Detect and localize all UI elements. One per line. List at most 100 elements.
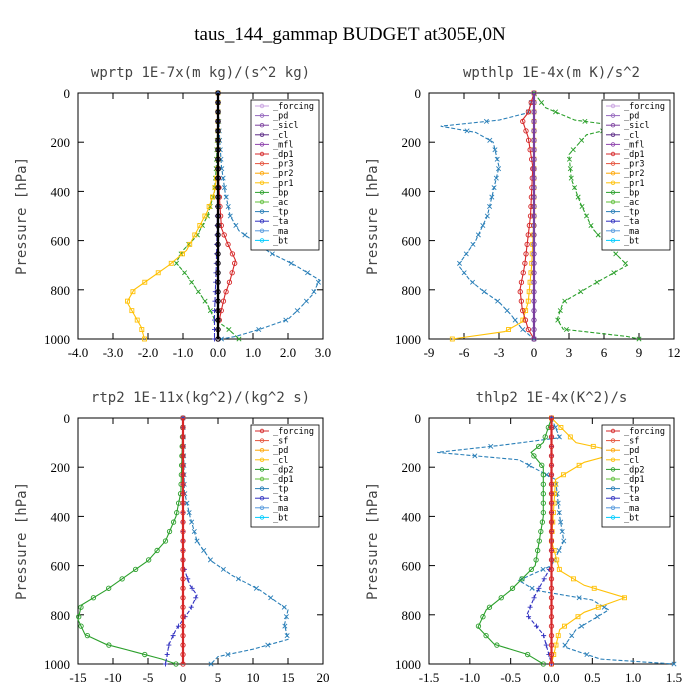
y-axis-label: Pressure [hPa]: [365, 482, 381, 600]
data-point: [671, 661, 677, 667]
data-point: [512, 317, 518, 323]
legend-marker: [610, 476, 616, 482]
x-tick-label: -10: [104, 670, 121, 685]
data-point: [215, 128, 221, 134]
data-point: [548, 509, 555, 516]
data-point: [493, 175, 499, 181]
data-point: [560, 472, 566, 478]
data-point: [185, 576, 191, 582]
data-point: [495, 298, 501, 304]
data-point: [529, 585, 535, 591]
data-point: [567, 434, 573, 440]
legend-marker: [610, 161, 616, 166]
y-tick-label: 0: [64, 411, 71, 426]
legend-label: _forcing: [624, 102, 665, 112]
data-point: [488, 443, 494, 449]
data-point: [531, 336, 537, 342]
data-point: [526, 614, 532, 620]
data-point: [76, 614, 82, 620]
data-point: [520, 317, 526, 323]
data-point: [294, 308, 300, 314]
legend-marker: [610, 113, 616, 118]
data-point: [189, 519, 195, 525]
legend-label: _dp1: [624, 150, 644, 160]
data-point: [542, 434, 548, 440]
legend-label: _dp2: [273, 465, 293, 475]
data-point: [543, 642, 549, 648]
data-point: [180, 491, 186, 497]
legend-label: _bt: [273, 236, 288, 246]
data-point: [483, 118, 489, 124]
data-point: [525, 232, 531, 238]
data-point: [305, 270, 311, 276]
data-point: [180, 557, 186, 563]
data-point: [531, 109, 537, 115]
data-point: [180, 623, 186, 629]
legend-marker: [610, 238, 616, 243]
data-point: [449, 336, 455, 342]
data-point: [556, 547, 562, 553]
legend-marker: [259, 476, 265, 482]
y-tick-label: 400: [402, 184, 422, 199]
y-tick-label: 1000: [44, 657, 70, 672]
data-point: [562, 298, 568, 304]
y-tick-label: 200: [402, 135, 422, 150]
x-tick-label: -9: [424, 345, 435, 360]
data-point: [489, 194, 495, 200]
data-point: [568, 175, 574, 181]
legend-marker: [610, 180, 616, 185]
y-tick-label: 800: [51, 608, 71, 623]
legend-marker: [610, 228, 616, 233]
data-point: [531, 326, 537, 333]
data-point: [622, 260, 628, 266]
legend-marker: [610, 515, 616, 520]
data-point: [180, 434, 186, 440]
data-point: [470, 241, 476, 247]
data-point: [526, 289, 532, 295]
data-point: [215, 307, 221, 314]
legend-label: _ma: [624, 504, 639, 514]
data-point: [494, 642, 500, 648]
legend-marker: [610, 428, 616, 434]
data-point: [180, 566, 186, 573]
y-tick-label: 400: [51, 184, 71, 199]
data-point: [636, 336, 642, 342]
data-point: [215, 175, 221, 181]
data-point: [215, 241, 221, 248]
data-point: [202, 298, 208, 304]
x-tick-label: 6: [601, 345, 608, 360]
x-tick-label: -1.0: [173, 345, 194, 360]
data-point: [533, 557, 539, 563]
data-point: [225, 204, 231, 210]
data-point: [531, 222, 537, 229]
data-point: [192, 232, 198, 238]
y-tick-label: 800: [402, 608, 422, 623]
legend-marker: [259, 132, 265, 137]
data-point: [180, 424, 186, 431]
legend-label: _ac: [273, 198, 288, 208]
data-point: [569, 633, 575, 639]
data-point: [520, 118, 526, 125]
data-point: [166, 642, 172, 648]
data-point: [132, 566, 139, 573]
legend-label: _ta: [624, 494, 639, 504]
data-point: [180, 547, 186, 554]
data-point: [548, 547, 555, 554]
data-point: [472, 453, 478, 459]
x-tick-label: 0: [531, 345, 538, 360]
data-point: [548, 424, 555, 431]
legend-marker: [610, 457, 616, 462]
data-point: [531, 203, 537, 210]
x-tick-label: 0.0: [543, 670, 559, 685]
data-point: [225, 241, 231, 248]
data-point: [142, 279, 148, 285]
data-point: [548, 453, 555, 459]
data-point: [594, 614, 600, 620]
x-tick-label: 0.5: [584, 670, 600, 685]
figure-title: taus_144_gammap BUDGET at305E,0N: [194, 24, 506, 45]
data-point: [180, 538, 186, 544]
data-point: [520, 307, 526, 314]
data-point: [548, 595, 555, 601]
data-point: [496, 166, 502, 172]
data-point: [90, 595, 97, 601]
